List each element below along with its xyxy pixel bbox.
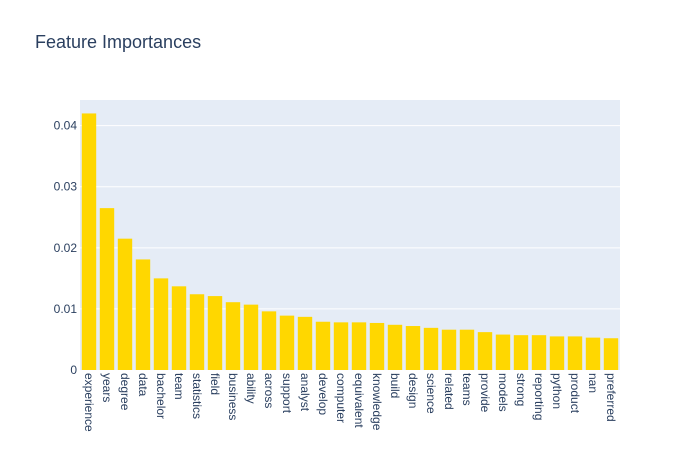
bar-related <box>441 329 457 370</box>
x-tick-label: related <box>442 373 456 410</box>
x-tick-label: years <box>100 373 114 402</box>
x-tick-label: preferred <box>604 373 618 422</box>
x-tick-label: nan <box>586 373 600 393</box>
x-axis-ticks: experience years degree data bachelor team sta… <box>82 373 618 432</box>
bar-team <box>171 286 187 370</box>
bar-knowledge <box>369 322 385 370</box>
x-tick-label: equivalent <box>352 373 366 428</box>
x-tick-label: science <box>424 373 438 414</box>
bar-build <box>387 324 403 370</box>
x-tick-label: experience <box>82 373 96 432</box>
bar-teams <box>459 329 475 370</box>
bar-strong <box>513 335 529 370</box>
bar-years <box>99 208 115 370</box>
bar-data <box>135 259 151 370</box>
bar-science <box>423 327 439 370</box>
x-tick-label: support <box>280 373 294 414</box>
chart-title: Feature Importances <box>35 32 202 52</box>
y-axis-ticks: 0 0.01 0.02 0.03 0.04 <box>54 119 78 377</box>
bar-models <box>495 334 511 370</box>
bar-preferred <box>603 338 619 370</box>
x-tick-label: build <box>388 373 402 398</box>
bars <box>81 113 619 371</box>
bar-experience <box>81 113 97 371</box>
bar-analyst <box>297 316 313 370</box>
x-tick-label: bachelor <box>154 373 168 419</box>
x-tick-label: reporting <box>532 373 546 420</box>
bar-design <box>405 326 421 370</box>
y-tick-label: 0.03 <box>54 180 78 194</box>
x-tick-label: models <box>496 373 510 412</box>
x-tick-label: field <box>208 373 222 395</box>
bar-degree <box>117 238 133 370</box>
x-tick-label: statistics <box>190 373 204 419</box>
x-tick-label: design <box>406 373 420 408</box>
bar-product <box>567 336 583 370</box>
x-tick-label: provide <box>478 373 492 413</box>
x-tick-label: degree <box>118 373 132 411</box>
x-tick-label: analyst <box>298 373 312 412</box>
bar-field <box>207 296 223 370</box>
bar-business <box>225 302 241 370</box>
bar-provide <box>477 332 493 370</box>
bar-develop <box>315 321 331 370</box>
bar-across <box>261 311 277 370</box>
y-tick-label: 0 <box>70 363 77 377</box>
x-tick-label: computer <box>334 373 348 423</box>
x-tick-label: business <box>226 373 240 420</box>
x-tick-label: data <box>136 373 150 397</box>
x-tick-label: product <box>568 373 582 414</box>
y-tick-label: 0.02 <box>54 241 78 255</box>
x-tick-label: ability <box>244 373 258 404</box>
x-tick-label: strong <box>514 373 528 406</box>
x-tick-label: team <box>172 373 186 400</box>
bar-python <box>549 336 565 370</box>
x-tick-label: knowledge <box>370 373 384 431</box>
plot-area <box>80 100 620 370</box>
bar-support <box>279 315 295 370</box>
bar-equivalent <box>351 322 367 370</box>
bar-bachelor <box>153 278 169 370</box>
y-tick-label: 0.04 <box>54 119 78 133</box>
bar-ability <box>243 304 259 370</box>
x-tick-label: across <box>262 373 276 408</box>
bar-computer <box>333 322 349 370</box>
bar-statistics <box>189 294 205 370</box>
x-tick-label: teams <box>460 373 474 406</box>
y-tick-label: 0.01 <box>54 302 78 316</box>
gridlines <box>80 125 620 310</box>
x-tick-label: develop <box>316 373 330 415</box>
bar-nan <box>585 337 601 370</box>
bar-reporting <box>531 335 547 370</box>
x-tick-label: python <box>550 373 564 409</box>
